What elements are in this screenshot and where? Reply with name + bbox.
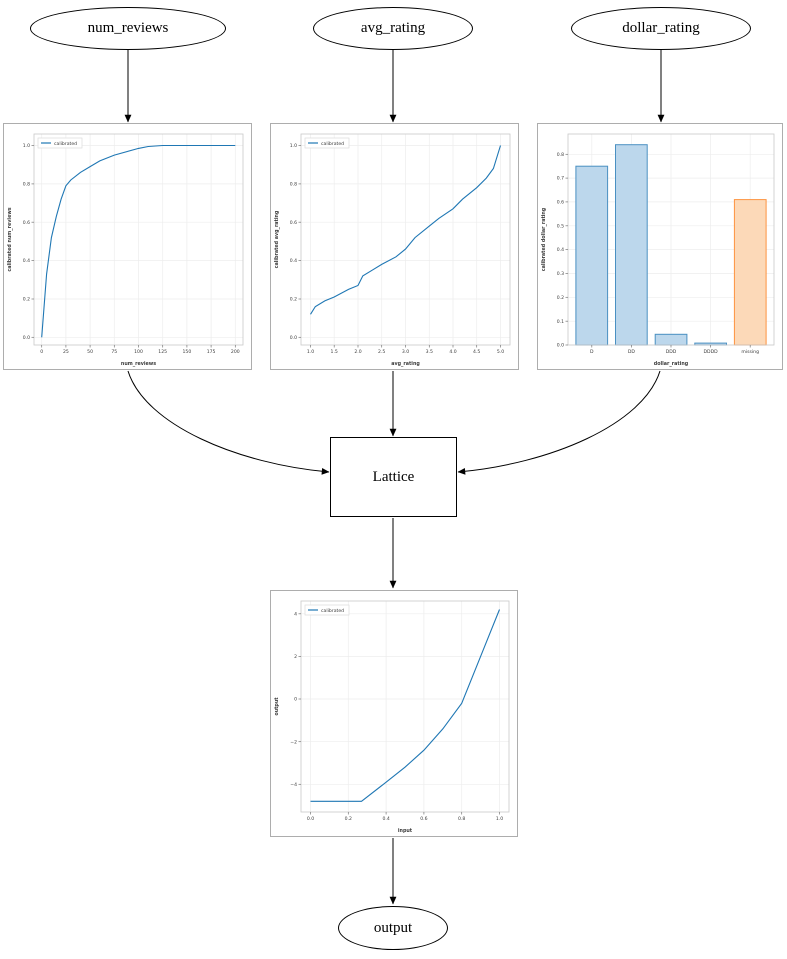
node-output: output — [338, 906, 448, 950]
svg-text:0.2: 0.2 — [345, 816, 352, 822]
svg-text:2: 2 — [294, 654, 297, 660]
svg-text:0.0: 0.0 — [557, 343, 564, 349]
svg-text:0.1: 0.1 — [557, 319, 564, 325]
chart-output-calibrator: 0.0 0.2 0.4 0.6 0.8 1.0 −4 −2 0 2 4 input output cali… — [274, 600, 510, 834]
svg-text:0.4: 0.4 — [23, 258, 30, 264]
svg-text:output: output — [274, 697, 280, 716]
svg-text:1.0: 1.0 — [23, 143, 30, 149]
svg-text:25: 25 — [63, 349, 69, 355]
svg-text:4: 4 — [294, 611, 297, 617]
svg-text:calibrated avg_rating: calibrated avg_rating — [274, 210, 280, 268]
plot-calibrator-dollar-rating: D DD DDD DDDD missing 0.0 0.1 0.2 0.3 0.4 0.5 0.6 0.… — [537, 123, 783, 370]
svg-text:200: 200 — [231, 349, 240, 355]
svg-text:0.5: 0.5 — [557, 223, 564, 229]
chart-calibrator-dollar-rating: D DD DDD DDDD missing0.00.10.20.30.40.50.60.… — [541, 133, 775, 367]
svg-text:DDD: DDD — [666, 349, 677, 355]
svg-text:0.6: 0.6 — [290, 220, 297, 226]
svg-text:5.0: 5.0 — [497, 349, 504, 355]
svg-text:150: 150 — [183, 349, 192, 355]
svg-text:2.5: 2.5 — [378, 349, 385, 355]
svg-text:avg_rating: avg_rating — [391, 361, 420, 367]
svg-text:DDDD: DDDD — [704, 349, 719, 355]
svg-text:100: 100 — [134, 349, 143, 355]
svg-text:0.0: 0.0 — [290, 335, 297, 341]
svg-text:4.5: 4.5 — [473, 349, 480, 355]
node-num-reviews: num_reviews — [30, 7, 226, 50]
svg-text:0.3: 0.3 — [557, 271, 564, 277]
svg-text:0.2: 0.2 — [290, 297, 297, 303]
svg-text:D: D — [590, 349, 594, 355]
svg-text:calibrated: calibrated — [54, 141, 77, 147]
svg-text:125: 125 — [158, 349, 167, 355]
svg-text:calibrated num_reviews: calibrated num_reviews — [7, 207, 13, 271]
svg-text:−4: −4 — [290, 782, 297, 788]
svg-text:4.0: 4.0 — [449, 349, 456, 355]
node-output-label: output — [373, 919, 413, 936]
svg-text:3.5: 3.5 — [426, 349, 433, 355]
node-avg-rating-label: avg_rating — [360, 20, 426, 36]
svg-text:1.0: 1.0 — [307, 349, 314, 355]
svg-text:3.0: 3.0 — [402, 349, 409, 355]
svg-text:2.0: 2.0 — [354, 349, 361, 355]
svg-text:dollar_rating: dollar_rating — [654, 361, 689, 367]
svg-text:0.4: 0.4 — [557, 247, 564, 253]
svg-text:0.2: 0.2 — [23, 297, 30, 303]
svg-text:calibrated: calibrated — [321, 608, 344, 614]
svg-text:0.8: 0.8 — [23, 182, 30, 188]
svg-text:0.8: 0.8 — [458, 816, 465, 822]
svg-text:0.7: 0.7 — [557, 176, 564, 182]
node-dollar-rating: dollar_rating — [571, 7, 751, 50]
svg-text:1.0: 1.0 — [290, 143, 297, 149]
node-dollar-rating-label: dollar_rating — [622, 20, 700, 36]
svg-text:0.0: 0.0 — [307, 816, 314, 822]
svg-text:−2: −2 — [290, 739, 297, 745]
plot-output-calibrator: 0.0 0.2 0.4 0.6 0.8 1.0 −4 −2 0 2 4 input output cali… — [270, 590, 518, 837]
svg-text:1.0: 1.0 — [496, 816, 503, 822]
plot-calibrator-avg-rating: 1.0 1.5 2.0 2.5 3.0 3.5 4.0 4.5 5.0 0.0 0.2 0.4 0.6 0… — [270, 123, 519, 370]
svg-text:0.4: 0.4 — [382, 816, 389, 822]
chart-calibrator-avg-rating: 1.0 1.5 2.0 2.5 3.0 3.5 4.0 4.5 5.0 0.0 0.2 0.4 0.6 0… — [274, 133, 511, 367]
node-avg-rating: avg_rating — [313, 7, 473, 50]
edge-num-reviews-calibrator-to-lattice — [127, 370, 330, 475]
svg-text:missing: missing — [741, 349, 759, 355]
node-lattice: Lattice — [330, 437, 457, 517]
node-lattice-label: Lattice — [372, 468, 415, 485]
svg-text:DD: DD — [628, 349, 636, 355]
svg-text:0.6: 0.6 — [420, 816, 427, 822]
svg-text:175: 175 — [207, 349, 216, 355]
svg-text:0.0: 0.0 — [23, 335, 30, 341]
svg-text:0.4: 0.4 — [290, 258, 297, 264]
svg-text:calibrated: calibrated — [321, 141, 344, 147]
svg-text:calibrated dollar_rating: calibrated dollar_rating — [541, 207, 547, 271]
plot-calibrator-num-reviews: 0 25 50 75 100 125 150 175 200 0.0 0.2 0.4 0.6 0.8 1.0… — [3, 123, 252, 370]
svg-text:0.2: 0.2 — [557, 295, 564, 301]
svg-text:0.8: 0.8 — [290, 182, 297, 188]
node-num-reviews-label: num_reviews — [87, 20, 169, 36]
svg-text:0.6: 0.6 — [557, 200, 564, 206]
svg-text:0.6: 0.6 — [23, 220, 30, 226]
edge-dollar-rating-calibrator-to-lattice — [457, 370, 661, 475]
svg-text:input: input — [398, 828, 413, 834]
svg-text:0: 0 — [40, 349, 43, 355]
svg-text:0: 0 — [294, 697, 297, 703]
chart-calibrator-num-reviews: 0 25 50 75 100 125 150 175 200 0.0 0.2 0.4 0.6 0.8 1.0… — [7, 133, 244, 367]
svg-text:1.5: 1.5 — [331, 349, 338, 355]
svg-text:num_reviews: num_reviews — [121, 361, 156, 367]
svg-text:50: 50 — [87, 349, 93, 355]
svg-text:75: 75 — [111, 349, 117, 355]
svg-text:0.8: 0.8 — [557, 152, 564, 158]
